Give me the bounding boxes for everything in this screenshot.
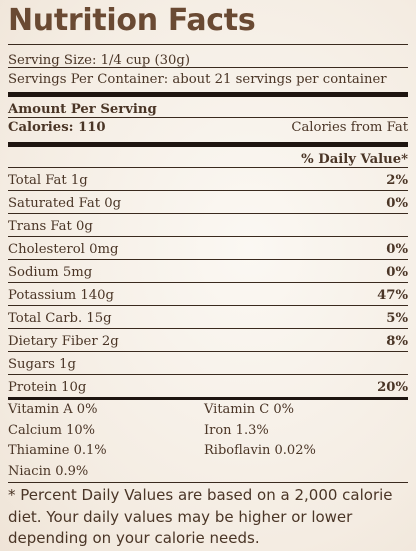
nutrient-name: Saturated Fat 0g xyxy=(8,195,122,211)
vitamin-item: Vitamin C 0% xyxy=(204,402,294,417)
thick-divider xyxy=(8,142,408,147)
nutrient-name: Total Fat 1g xyxy=(8,172,88,188)
nutrient-name: Sodium 5mg xyxy=(8,264,93,280)
daily-value-header: % Daily Value* xyxy=(301,152,408,167)
nutrient-daily-value: 0% xyxy=(386,195,408,211)
divider xyxy=(8,117,408,118)
nutrient-name: Potassium 140g xyxy=(8,287,114,303)
nutrient-row: Trans Fat 0g xyxy=(8,213,408,236)
nutrient-name: Trans Fat 0g xyxy=(8,218,93,234)
label-title: Nutrition Facts xyxy=(8,3,256,38)
vitamin-grid: Vitamin A 0% Vitamin C 0% Calcium 10% Iron … xyxy=(8,400,408,482)
nutrient-row: Total Fat 1g 2% xyxy=(8,167,408,190)
nutrient-daily-value: 5% xyxy=(386,310,408,326)
nutrient-name: Sugars 1g xyxy=(8,356,76,372)
nutrient-row: Dietary Fiber 2g 8% xyxy=(8,328,408,351)
amount-per-serving: Amount Per Serving xyxy=(8,102,157,117)
nutrient-name: Cholesterol 0mg xyxy=(8,241,119,257)
serving-size: Serving Size: 1/4 cup (30g) xyxy=(8,53,191,68)
divider xyxy=(8,67,408,68)
nutrient-row: Sugars 1g xyxy=(8,351,408,374)
nutrient-row: Protein 10g 20% xyxy=(8,374,408,397)
vitamin-item: Niacin 0.9% xyxy=(8,463,89,479)
divider xyxy=(8,44,408,45)
nutrient-daily-value: 8% xyxy=(386,333,408,349)
nutrient-daily-value: 20% xyxy=(377,379,408,395)
thick-divider xyxy=(8,92,408,97)
vitamin-item: Vitamin A 0% xyxy=(8,402,98,417)
nutrient-list: Total Fat 1g 2% Saturated Fat 0g 0% Trans Fa… xyxy=(8,167,408,397)
nutrient-row: Potassium 140g 47% xyxy=(8,282,408,305)
nutrient-row: Cholesterol 0mg 0% xyxy=(8,236,408,259)
nutrient-row: Total Carb. 15g 5% xyxy=(8,305,408,328)
calories-row: Calories: 110 Calories from Fat xyxy=(8,118,408,142)
nutrient-row: Saturated Fat 0g 0% xyxy=(8,190,408,213)
calories-from-fat: Calories from Fat xyxy=(291,120,408,135)
footnote: * Percent Daily Values are based on a 2,… xyxy=(8,486,393,547)
thick-divider xyxy=(8,397,408,400)
nutrient-daily-value: 2% xyxy=(386,172,408,188)
nutrient-name: Protein 10g xyxy=(8,379,87,395)
nutrient-daily-value: 47% xyxy=(377,287,408,303)
calories-value: Calories: 110 xyxy=(8,120,106,135)
vitamin-item: Iron 1.3% xyxy=(204,422,269,438)
nutrient-name: Total Carb. 15g xyxy=(8,310,112,326)
vitamin-item: Thiamine 0.1% xyxy=(8,443,107,458)
nutrient-daily-value: 0% xyxy=(386,264,408,280)
vitamin-item: Calcium 10% xyxy=(8,422,96,438)
nutrient-name: Dietary Fiber 2g xyxy=(8,333,119,349)
servings-per-container: Servings Per Container: about 21 serving… xyxy=(8,72,387,87)
nutrient-daily-value: 0% xyxy=(386,241,408,257)
divider xyxy=(8,482,408,483)
nutrient-row: Sodium 5mg 0% xyxy=(8,259,408,282)
vitamin-item: Riboflavin 0.02% xyxy=(204,443,316,458)
